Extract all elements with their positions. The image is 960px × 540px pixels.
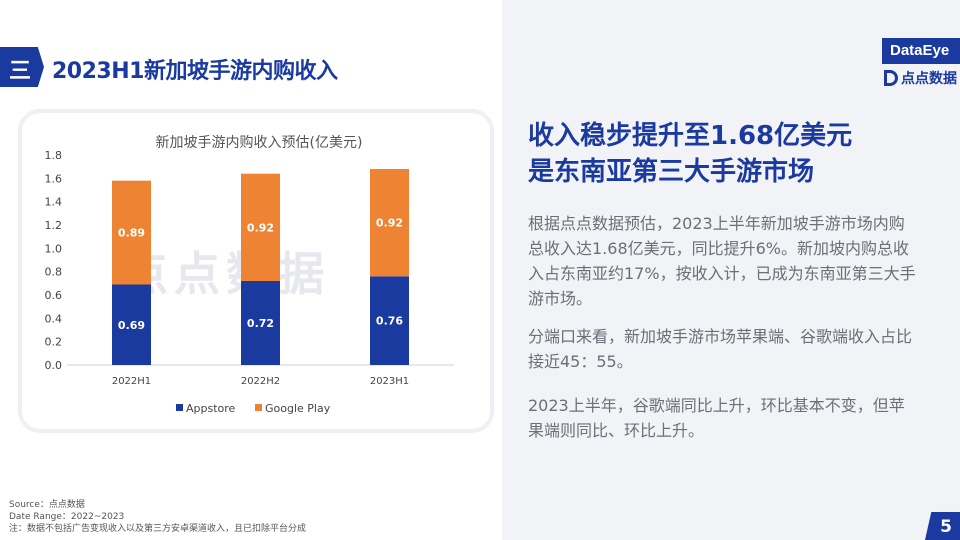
data-label: 0.76 xyxy=(376,315,403,328)
page-number: 5 xyxy=(925,512,960,540)
footnote-note: 注：数据不包括广告变现收入以及第三方安卓渠道收入，且已扣除平台分成 xyxy=(9,524,307,534)
legend-label: Google Play xyxy=(265,402,331,415)
legend-label: Appstore xyxy=(186,402,236,415)
data-label: 0.89 xyxy=(118,227,145,240)
body-paragraph-3: 2023上半年，谷歌端同比上升，环比基本不变，但苹果端则同比、环比上升。 xyxy=(528,396,905,440)
y-tick-label: 1.0 xyxy=(45,242,63,255)
x-tick-label: 2022H1 xyxy=(112,376,151,387)
data-label: 0.72 xyxy=(247,317,274,330)
headline-line-1: 收入稳步提升至1.68亿美元 xyxy=(528,121,853,151)
bar-appstore xyxy=(112,284,151,365)
x-tick-label: 2023H1 xyxy=(370,376,409,387)
footnotes: Source：点点数据 Date Range：2022~2023 注：数据不包括… xyxy=(9,499,306,535)
page-title: 2023H1新加坡手游内购收入 xyxy=(52,59,338,84)
diandian-logo-text: 点点数据 xyxy=(901,71,957,87)
chart-card: 点点数据 新加坡手游内购收入预估(亿美元) 0.0 0.2 0.4 0.6 0.8 1.0… xyxy=(22,113,490,429)
bar-appstore xyxy=(370,276,409,365)
chart-title: 新加坡手游内购收入预估(亿美元) xyxy=(156,135,363,151)
y-tick-label: 0.4 xyxy=(45,312,63,325)
y-tick-label: 1.2 xyxy=(45,219,63,232)
legend-swatch xyxy=(255,404,262,411)
headline-line-2: 是东南亚第三大手游市场 xyxy=(528,157,815,187)
bar-google-play xyxy=(241,173,280,281)
data-label: 0.69 xyxy=(118,319,145,332)
diandian-logo: 点点数据 xyxy=(884,68,957,88)
footnote-source: Source：点点数据 xyxy=(9,500,85,510)
body-paragraph-1: 根据点点数据预估，2023上半年新加坡手游市场内购总收入达1.68亿美元，同比提… xyxy=(528,214,916,308)
y-tick-label: 1.4 xyxy=(45,196,63,209)
diandian-logo-icon xyxy=(884,70,898,86)
data-label: 0.92 xyxy=(247,221,274,234)
body-paragraph-2: 分端口来看，新加坡手游市场苹果端、谷歌端收入占比接近45：55。 xyxy=(528,327,913,371)
revenue-stacked-bar-chart: 点点数据 新加坡手游内购收入预估(亿美元) 0.0 0.2 0.4 0.6 0.8 1.0… xyxy=(45,135,454,415)
legend-swatch xyxy=(176,404,183,411)
y-tick-label: 0.0 xyxy=(45,359,63,372)
section-badge: 三 xyxy=(0,47,44,87)
x-tick-label: 2022H2 xyxy=(241,376,280,387)
footnote-date-range: Date Range：2022~2023 xyxy=(9,512,125,522)
chart-watermark: 点点数据 xyxy=(122,247,330,301)
section-mark: 三 xyxy=(9,59,32,84)
data-label: 0.92 xyxy=(376,217,403,230)
bar-google-play xyxy=(112,180,151,285)
y-tick-label: 0.2 xyxy=(45,336,63,349)
dataeye-logo: DataEye xyxy=(882,38,960,64)
right-panel xyxy=(502,0,960,540)
y-tick-label: 0.8 xyxy=(45,266,63,279)
y-tick-label: 0.6 xyxy=(45,289,63,302)
bar-google-play xyxy=(370,169,409,277)
y-tick-label: 1.6 xyxy=(45,172,63,185)
bar-appstore xyxy=(241,281,280,365)
y-tick-label: 1.8 xyxy=(45,149,63,162)
headline: 收入稳步提升至1.68亿美元 是东南亚第三大手游市场 xyxy=(528,118,852,190)
